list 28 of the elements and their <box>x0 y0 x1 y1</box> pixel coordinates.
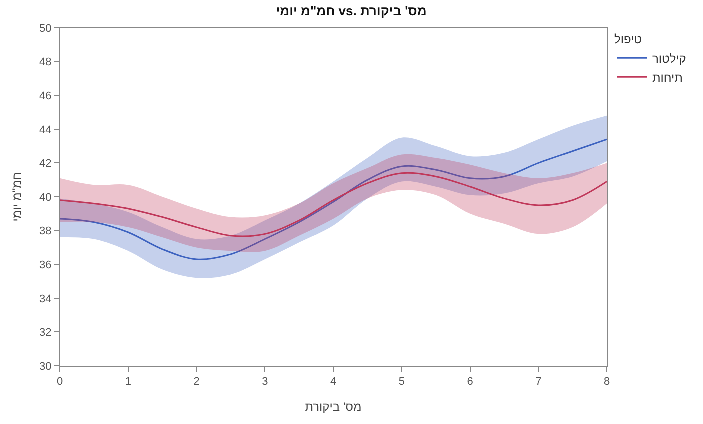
x-tick-label: 0 <box>56 376 64 388</box>
x-tick-label: 7 <box>536 376 542 388</box>
x-tick-label: 5 <box>398 376 405 388</box>
line-series <box>60 172 607 238</box>
y-tick-label: 38 <box>40 226 52 238</box>
legend-title: טיפול <box>614 32 642 47</box>
y-tick-label: 48 <box>40 56 52 69</box>
y-tick-label: 36 <box>40 259 52 272</box>
y-tick-label: 46 <box>40 90 52 102</box>
x-tick-label: 4 <box>330 376 337 388</box>
x-axis-title: מס' ביקורת <box>305 400 362 414</box>
legend-label: קילטור <box>652 52 686 66</box>
y-tick-label: 34 <box>40 293 52 306</box>
legend-label: תיחות <box>652 70 683 85</box>
y-axis-title: חמ"מ יומי <box>10 172 24 222</box>
x-tick-label: 6 <box>467 376 474 388</box>
y-tick-label: 50 <box>40 22 52 35</box>
y-tick-label: 42 <box>40 158 52 170</box>
x-tick-label: 3 <box>262 376 268 388</box>
x-tick-label: 1 <box>125 376 132 388</box>
y-tick-label: 44 <box>40 124 52 136</box>
y-tick-label: 40 <box>40 192 52 204</box>
x-tick-label: 8 <box>604 376 610 388</box>
chart-title: חמ"מ יומי vs. מס' ביקורת <box>276 3 427 18</box>
line-series <box>60 138 607 260</box>
y-tick-label: 30 <box>40 360 52 373</box>
y-tick-label: 32 <box>40 327 52 340</box>
x-tick-label: 2 <box>194 376 200 388</box>
